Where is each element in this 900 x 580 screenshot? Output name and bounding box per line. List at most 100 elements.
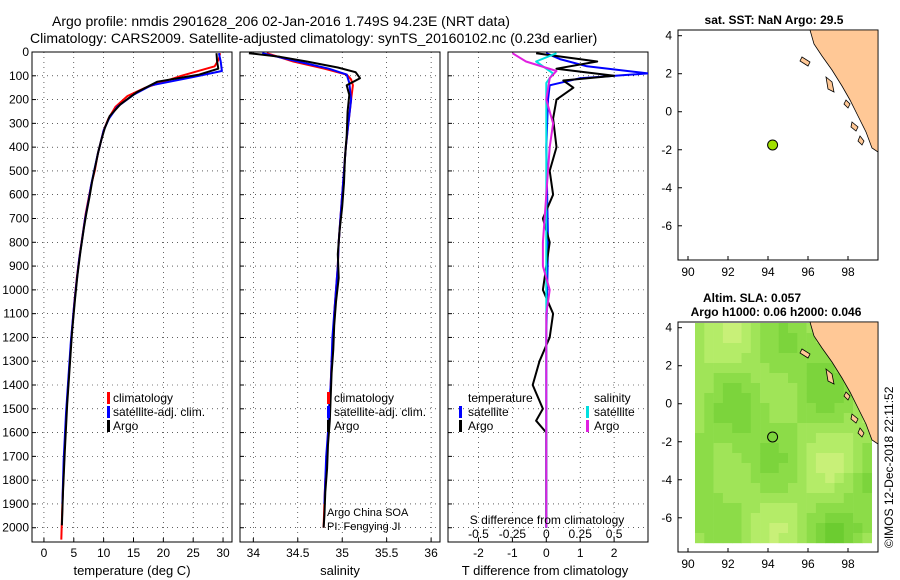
depth-tick-label: 800	[9, 235, 29, 249]
sla-cell	[797, 473, 807, 484]
value-tick-label: 35.5	[375, 546, 399, 560]
sla-cell	[797, 483, 807, 494]
sla-cell	[741, 533, 752, 544]
sla-cell	[797, 343, 807, 354]
value-tick-label: 15	[127, 546, 141, 560]
sla-cell	[722, 513, 733, 524]
sla-cell	[788, 343, 798, 354]
sla-cell	[778, 523, 789, 534]
sla-cell	[778, 463, 789, 474]
sla-cell	[806, 523, 817, 534]
sla-cell	[788, 423, 798, 434]
sla-cell	[732, 463, 742, 474]
sla-cell	[797, 453, 807, 464]
sla-cell	[806, 353, 817, 364]
sla-cell	[741, 363, 752, 374]
sla-cell	[862, 453, 872, 464]
sla-cell	[806, 433, 817, 444]
sla-cell	[741, 343, 752, 354]
depth-tick-label: 900	[9, 259, 29, 273]
depth-tick-label: 100	[9, 69, 29, 83]
sla-cell	[713, 463, 724, 474]
sla-cell	[732, 373, 742, 384]
sla-cell	[769, 323, 779, 334]
sla-cell	[741, 493, 752, 504]
sla-cell	[797, 503, 807, 514]
sla-cell	[722, 373, 733, 384]
sla-cell	[853, 483, 863, 494]
sla-cell	[750, 463, 761, 474]
sla-cell	[815, 493, 826, 504]
sla-cell	[760, 453, 770, 464]
sla-cell	[741, 403, 752, 414]
sla-cell	[853, 533, 863, 544]
sla-cell	[732, 443, 742, 454]
sla-cell	[732, 413, 742, 424]
longitude-tick-label: 96	[801, 265, 815, 279]
sla-cell	[722, 393, 733, 404]
sla-cell	[704, 353, 714, 364]
sla-cell	[825, 483, 835, 494]
legend-climatology-swatch	[327, 392, 330, 404]
sla-cell	[825, 383, 835, 394]
sla-cell	[732, 393, 742, 404]
sla-cell	[722, 323, 733, 334]
sla-cell	[760, 473, 770, 484]
sla-cell	[815, 463, 826, 474]
sla-cell	[769, 343, 779, 354]
sla-cell	[713, 453, 724, 464]
sla-cell	[769, 383, 779, 394]
sla-map-panel: Altim. SLA: 0.057 Argo h1000: 0.06 h2000…	[661, 291, 879, 571]
sla-cell	[853, 443, 863, 454]
depth-tick-label: 600	[9, 188, 29, 202]
depth-tick-label: 400	[9, 140, 29, 154]
sla-cell	[769, 473, 779, 484]
sla-cell	[862, 463, 872, 474]
sla-cell	[778, 353, 789, 364]
sla-cell	[778, 533, 789, 544]
sla-cell	[713, 443, 724, 454]
sla-cell	[704, 523, 714, 534]
sla-cell	[704, 433, 714, 444]
siberut-island	[843, 99, 851, 109]
longitude-tick-label: 98	[841, 557, 855, 571]
sla-cell	[825, 523, 835, 534]
sla-cell	[778, 453, 789, 464]
sla-cell	[825, 463, 835, 474]
legend-s-argo-label: Argo	[594, 419, 620, 433]
sla-cell	[769, 413, 779, 424]
legend-satellite-label: satellite-adj. clim.	[113, 405, 205, 419]
sla-cell	[862, 443, 872, 454]
sla-cell	[806, 503, 817, 514]
longitude-tick-label: 94	[761, 557, 775, 571]
sla-cell	[815, 533, 826, 544]
depth-tick-label: 1600	[2, 426, 29, 440]
sla-cell	[853, 473, 863, 484]
sla-cell	[750, 493, 761, 504]
sla-cell	[825, 453, 835, 464]
series-line-temperature-argo	[531, 52, 616, 528]
sla-cell	[769, 363, 779, 374]
sla-cell	[695, 443, 705, 454]
float-operator-note: Argo China SOA	[327, 507, 409, 519]
legend-argo-swatch	[327, 420, 330, 432]
sla-cell	[834, 533, 845, 544]
sla-cell	[760, 483, 770, 494]
temperature-plot-frame	[31, 51, 233, 543]
depth-tick-label: 0	[22, 45, 29, 59]
value-tick-label: 20	[157, 546, 171, 560]
sla-cell	[713, 523, 724, 534]
sla-cell	[760, 513, 770, 524]
sla-cell	[704, 403, 714, 414]
pagai-island	[857, 135, 865, 146]
value-tick-label: -1	[507, 546, 518, 560]
latitude-tick-label: -4	[661, 181, 672, 195]
value-tick-label: 34.5	[286, 546, 310, 560]
longitude-tick-label: 90	[681, 265, 695, 279]
sla-cell	[722, 333, 733, 344]
sla-cell	[695, 363, 705, 374]
sla-cell	[741, 423, 752, 434]
depth-tick-label: 1000	[2, 283, 29, 297]
sla-cell	[843, 413, 854, 424]
legend-satellite-swatch	[327, 406, 330, 418]
